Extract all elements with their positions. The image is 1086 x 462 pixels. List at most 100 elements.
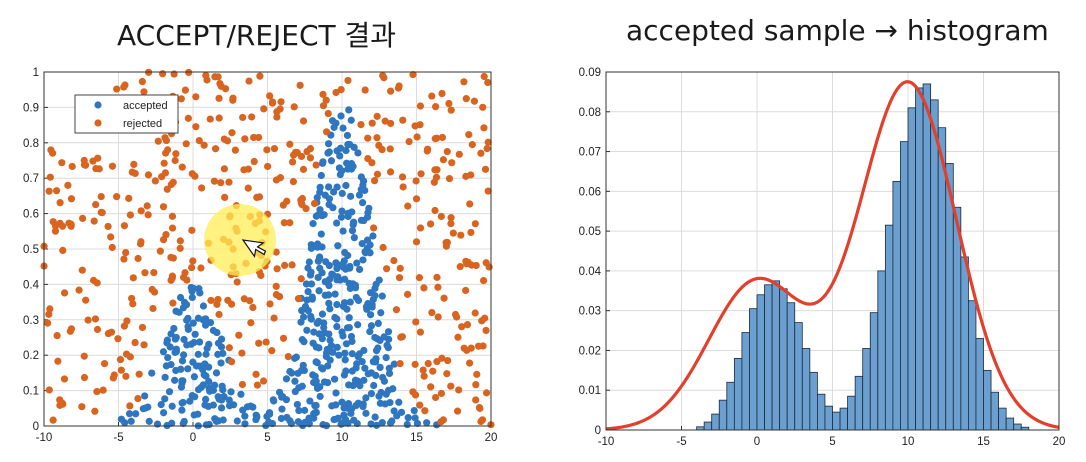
rejected-point <box>429 367 437 375</box>
accepted-point <box>161 373 169 381</box>
rejected-point <box>82 296 90 304</box>
rejected-point <box>411 122 419 130</box>
accepted-point <box>300 419 308 428</box>
accepted-point <box>217 404 226 412</box>
accepted-point <box>318 269 326 277</box>
rejected-point <box>416 224 425 232</box>
y-tick-label: 0.05 <box>579 226 601 238</box>
rejected-point <box>120 255 128 263</box>
rejected-point <box>383 265 391 273</box>
accepted-point <box>286 417 294 425</box>
accepted-point <box>383 341 391 349</box>
rejected-point <box>195 136 203 145</box>
accepted-point <box>310 378 318 387</box>
rejected-point <box>260 105 268 113</box>
rejected-point <box>244 184 252 192</box>
rejected-point <box>75 286 83 294</box>
accepted-point <box>358 240 366 248</box>
accepted-point <box>330 123 338 131</box>
rejected-point <box>403 290 412 298</box>
rejected-point <box>169 254 177 262</box>
scatter-frame <box>43 71 492 427</box>
accepted-point <box>306 397 314 405</box>
histogram-bar <box>990 391 999 431</box>
rejected-point <box>433 273 441 281</box>
rejected-point <box>427 383 435 391</box>
accepted-point <box>315 330 323 338</box>
rejected-point <box>171 156 179 165</box>
rejected-point <box>255 339 263 347</box>
rejected-point <box>266 300 274 308</box>
histogram-bar <box>741 332 750 431</box>
rejected-point <box>51 227 60 235</box>
accepted-point <box>337 420 345 428</box>
rejected-point <box>270 145 279 153</box>
rejected-point <box>476 404 484 412</box>
rejected-point <box>433 166 441 174</box>
histogram-bar <box>930 99 939 431</box>
accepted-point <box>377 309 385 317</box>
accepted-point <box>331 290 339 298</box>
rejected-point <box>423 147 431 155</box>
rejected-point <box>266 92 274 100</box>
rejected-point <box>344 76 352 85</box>
accepted-point <box>337 112 345 120</box>
legend-marker-rejected <box>94 119 102 127</box>
histogram-bar <box>809 371 818 431</box>
legend-marker-accepted <box>94 101 102 109</box>
accepted-point <box>312 358 320 366</box>
rejected-point <box>59 400 67 408</box>
accepted-point <box>330 188 338 196</box>
accepted-point <box>372 347 381 355</box>
accepted-point <box>161 395 169 403</box>
accepted-point <box>145 417 153 425</box>
rejected-point <box>45 386 53 394</box>
rejected-point <box>438 354 446 362</box>
rejected-point <box>279 201 287 209</box>
rejected-point <box>177 95 185 103</box>
rejected-point <box>214 73 222 81</box>
accepted-point <box>358 199 367 207</box>
rejected-point <box>78 214 87 222</box>
accepted-point <box>362 409 370 417</box>
rejected-point <box>294 295 303 303</box>
histogram-bar <box>839 407 848 431</box>
accepted-point <box>342 181 350 190</box>
accepted-point <box>162 362 170 370</box>
accepted-point <box>378 419 386 427</box>
rejected-point <box>229 94 237 102</box>
rejected-point <box>370 177 379 185</box>
accepted-point <box>302 280 311 288</box>
rejected-point <box>134 394 142 403</box>
accepted-point <box>372 355 380 363</box>
rejected-point <box>268 347 276 355</box>
x-tick-label: 15 <box>410 432 423 444</box>
accepted-point <box>316 392 324 401</box>
rejected-point <box>117 366 125 374</box>
rejected-point <box>319 102 328 110</box>
histogram-bar <box>794 322 803 431</box>
rejected-point <box>417 170 425 178</box>
rejected-point <box>46 305 54 313</box>
accepted-point <box>374 319 382 327</box>
rejected-point <box>154 137 162 145</box>
rejected-point <box>93 387 101 396</box>
rejected-point <box>113 85 121 93</box>
rejected-point <box>299 117 308 125</box>
rejected-point <box>439 156 448 164</box>
rejected-point <box>462 286 470 295</box>
rejected-point <box>141 269 149 277</box>
rejected-point <box>466 200 474 208</box>
histogram-bar <box>975 338 984 431</box>
y-tick-label: 0.04 <box>579 266 602 278</box>
accepted-point <box>338 207 346 215</box>
rejected-point <box>162 231 170 239</box>
y-tick-label: 0 <box>595 425 601 437</box>
accepted-point <box>403 420 411 429</box>
accepted-point <box>178 406 186 414</box>
accepted-point <box>340 257 348 265</box>
accepted-point <box>360 216 368 225</box>
rejected-point <box>420 372 428 380</box>
accepted-point <box>305 258 313 266</box>
accepted-point <box>218 396 226 404</box>
